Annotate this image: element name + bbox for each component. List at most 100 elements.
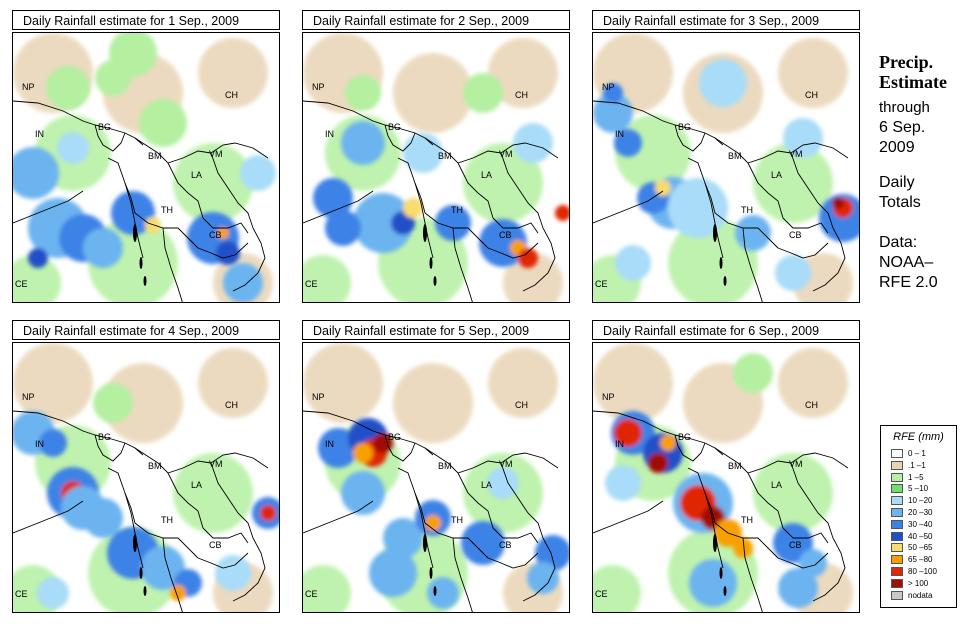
country-label-th: TH [451, 205, 463, 215]
panel-title: Daily Rainfall estimate for 6 Sep., 2009 [592, 320, 860, 340]
country-label-la: LA [481, 170, 492, 180]
island-mark [433, 586, 437, 596]
legend-swatch [891, 531, 903, 541]
country-label-vm: VM [209, 149, 223, 159]
rainfall-cell [383, 518, 423, 558]
legend-swatch [891, 543, 903, 553]
country-border [210, 462, 254, 539]
island-mark [713, 534, 717, 552]
country-borders [303, 410, 559, 612]
country-borders [593, 410, 849, 612]
country-label-vm: VM [789, 149, 803, 159]
rainfall-cell [369, 549, 417, 597]
country-label-ce: CE [15, 589, 28, 599]
legend-label: 20 –30 [908, 508, 933, 517]
country-border [13, 100, 96, 126]
panel-title: Daily Rainfall estimate for 3 Sep., 2009 [592, 10, 860, 30]
country-border [522, 537, 556, 602]
legend-label: .1 –1 [908, 460, 926, 470]
rainfall-map: NP CH IN BG BM VM LA TH CB CE [12, 32, 280, 303]
rainfall-layer [313, 73, 569, 268]
rainfall-cell [668, 218, 758, 302]
country-border [777, 242, 829, 259]
country-border [500, 152, 544, 229]
panel-title: Daily Rainfall estimate for 4 Sep., 2009 [12, 320, 280, 340]
country-border [167, 162, 204, 219]
country-border [714, 522, 779, 559]
country-label-bm: BM [728, 461, 742, 471]
country-label-vm: VM [499, 459, 513, 469]
rainfall-map-svg: NP CH IN BG BM VM LA TH CB CE [13, 33, 279, 302]
rainfall-cell [215, 555, 251, 591]
country-label-in: IN [325, 129, 334, 139]
country-border [487, 552, 539, 569]
rainfall-cell [488, 38, 558, 108]
rainfall-cell [303, 255, 351, 302]
legend-title: RFE (mm) [893, 431, 944, 443]
country-border [124, 492, 144, 569]
rainfall-cell [513, 123, 553, 163]
rainfall-cell [141, 546, 185, 590]
island-mark [719, 567, 723, 579]
country-border [593, 100, 676, 126]
rainfall-cell [28, 248, 48, 268]
country-label-la: LA [771, 170, 782, 180]
rainfall-panel-day-5: Daily Rainfall estimate for 5 Sep., 2009… [302, 320, 582, 615]
rainfall-cell [778, 348, 848, 418]
country-border [500, 452, 559, 469]
country-border [13, 410, 96, 436]
rainfall-panel-day-3: Daily Rainfall estimate for 3 Sep., 2009… [592, 10, 872, 305]
country-border [134, 212, 199, 249]
country-border [593, 410, 676, 436]
country-label-in: IN [325, 439, 334, 449]
island-mark [139, 257, 143, 269]
country-label-bg: BG [98, 432, 111, 442]
rainfall-cell [488, 348, 558, 418]
legend-label: 1 –5 [908, 472, 924, 482]
country-border [424, 447, 502, 474]
rainfall-cell [518, 248, 538, 268]
country-label-la: LA [191, 170, 202, 180]
country-borders [13, 410, 269, 612]
rainfall-cell [527, 562, 559, 594]
rainfall-cell [393, 53, 473, 133]
legend-label: 10 –20 [908, 496, 933, 506]
country-border [782, 527, 829, 544]
legend-label: 65 –80 [908, 555, 933, 565]
country-label-ce: CE [15, 279, 28, 289]
side-through: through [879, 99, 930, 116]
country-border [777, 552, 829, 569]
legend-label: 0 – 1 [908, 449, 926, 458]
rainfall-cell [37, 577, 69, 609]
rainfall-cell [778, 38, 848, 108]
rainfall-cell [425, 515, 441, 531]
country-border [162, 227, 183, 302]
rainfall-cell [753, 453, 833, 533]
rainfall-cell [699, 59, 747, 107]
rainfall-cell [170, 585, 186, 601]
country-border [232, 537, 266, 602]
country-border [384, 124, 416, 152]
country-border [790, 152, 834, 229]
rainfall-cell [13, 255, 61, 302]
country-label-np: NP [22, 392, 35, 402]
country-border [790, 452, 849, 469]
rainfall-cell [260, 505, 276, 521]
country-border [714, 212, 779, 249]
rainfall-cell [753, 143, 833, 223]
country-label-np: NP [22, 82, 35, 92]
legend-label: nodata [908, 590, 933, 600]
country-border [500, 142, 559, 159]
country-label-np: NP [312, 392, 325, 402]
rainfall-cell [783, 118, 823, 158]
rainfall-map: NP CH IN BG BM VM LA TH CB CE [302, 342, 570, 613]
country-border [457, 162, 494, 219]
rainfall-cell [614, 129, 642, 157]
rainfall-layer [605, 353, 827, 608]
rainfall-cell [93, 383, 133, 423]
country-label-th: TH [451, 515, 463, 525]
country-border [742, 227, 763, 302]
rainfall-cell [198, 348, 268, 418]
island-mark [143, 276, 147, 286]
country-label-cb: CB [789, 230, 802, 240]
